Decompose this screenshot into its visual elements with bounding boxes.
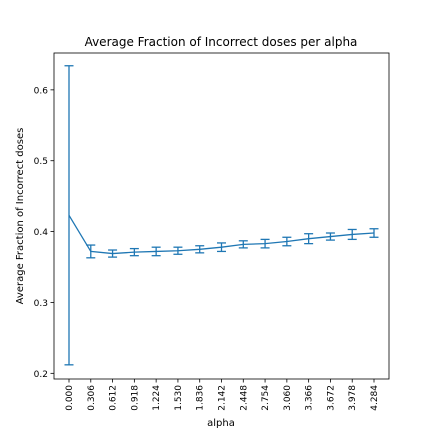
x-axis: 0.000 0.306 0.612 0.918 1.224 1.530 1.836 2.142…	[65, 379, 380, 411]
y-tick-label: 0.2	[34, 370, 48, 380]
error-bar	[217, 242, 226, 253]
error-bar	[108, 249, 118, 258]
plot-frame	[53, 52, 390, 380]
error-bar	[369, 228, 379, 238]
x-tick-label: 0.612	[109, 385, 119, 411]
y-tick-label: 0.5	[34, 157, 48, 167]
x-tick-label: 2.754	[261, 385, 271, 411]
x-tick-label: 3.366	[305, 385, 315, 411]
error-bar	[151, 246, 161, 257]
x-tick-label: 0.918	[130, 385, 140, 411]
error-bar	[195, 245, 205, 254]
plot-area	[64, 65, 379, 366]
error-bar	[86, 244, 96, 259]
x-tick-label: 4.284	[370, 385, 380, 411]
error-bar	[304, 233, 314, 245]
x-axis-label: alpha	[207, 418, 235, 429]
error-bar	[238, 240, 248, 249]
x-tick-label: 1.224	[152, 385, 162, 411]
x-tick-label: 2.142	[218, 385, 228, 411]
x-tick-label: 0.000	[65, 385, 75, 411]
y-axis-label: Average Fraction of Incorrect doses	[15, 128, 26, 305]
x-tick-label: 1.530	[174, 385, 184, 411]
y-axis: 0.2 0.3 0.4 0.5 0.6	[34, 86, 54, 380]
y-tick-label: 0.6	[34, 86, 49, 96]
x-tick-label: 0.306	[87, 385, 97, 411]
chart-title: Average Fraction of Incorrect doses per …	[85, 35, 358, 49]
error-bar	[325, 232, 335, 241]
x-tick-label: 3.672	[326, 385, 336, 411]
y-tick-label: 0.3	[34, 299, 48, 309]
x-tick-label: 3.978	[348, 385, 358, 411]
error-bar	[129, 247, 139, 257]
y-tick-label: 0.4	[34, 228, 49, 238]
error-bar	[347, 228, 357, 241]
error-bar	[282, 236, 292, 247]
error-bar	[173, 246, 183, 255]
error-bar	[260, 238, 270, 249]
x-tick-label: 3.060	[283, 385, 293, 411]
x-tick-label: 2.448	[239, 385, 249, 411]
x-tick-label: 1.836	[196, 385, 206, 411]
error-bar	[64, 65, 74, 366]
